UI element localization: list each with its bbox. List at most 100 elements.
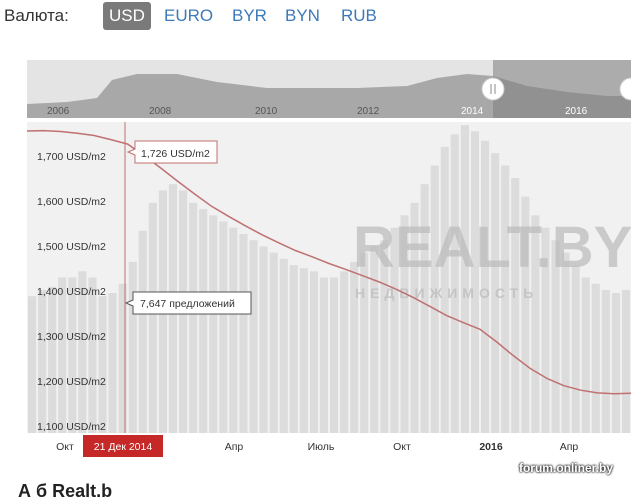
chart-svg: 2006 2008 2010 2012 2014 2016 REALT.BY НЕДВИЖ… bbox=[26, 60, 631, 457]
navigator-right-handle[interactable] bbox=[619, 77, 631, 101]
count-tooltip: 7,647 предложений bbox=[124, 291, 252, 315]
offers-bar bbox=[148, 202, 157, 433]
source-watermark: forum.onliner.by bbox=[518, 461, 613, 475]
count-tooltip-text: 7,647 предложений bbox=[140, 298, 235, 310]
offers-bar bbox=[38, 289, 47, 433]
x-tick-label: 2016 bbox=[479, 441, 503, 453]
offers-bar bbox=[239, 234, 248, 433]
offers-bar bbox=[521, 196, 530, 433]
currency-byn-button[interactable]: BYN bbox=[285, 6, 320, 25]
offers-bar bbox=[601, 289, 610, 433]
offers-bar bbox=[430, 165, 439, 433]
offers-bar bbox=[420, 184, 429, 433]
x-axis: Окт Апр Июль Окт 2016 Апр bbox=[56, 441, 578, 453]
offers-bar bbox=[491, 153, 500, 433]
offers-bar bbox=[299, 268, 308, 433]
offers-bar bbox=[28, 296, 37, 433]
y-tick-label: 1,100 USD/m2 bbox=[37, 421, 106, 433]
offers-bar bbox=[581, 277, 590, 433]
offers-bar bbox=[309, 271, 318, 433]
offers-bar bbox=[108, 293, 117, 433]
navigator-year-label: 2006 bbox=[47, 106, 70, 117]
watermark-brand: REALT.BY bbox=[353, 215, 631, 280]
offers-bar bbox=[118, 283, 127, 433]
offers-bar bbox=[289, 265, 298, 433]
offers-bar bbox=[470, 131, 479, 434]
offers-bar bbox=[621, 289, 630, 433]
offers-bar bbox=[319, 277, 328, 433]
offers-bar bbox=[350, 261, 359, 433]
navigator-year-label: 2010 bbox=[255, 106, 278, 117]
price-tooltip: 1,726 USD/m2 bbox=[126, 140, 218, 164]
article-heading-partial: А б Realt.b bbox=[18, 481, 113, 501]
offers-bar bbox=[68, 277, 77, 433]
offers-bar bbox=[138, 230, 147, 433]
offers-bar bbox=[370, 246, 379, 433]
price-tooltip-text: 1,726 USD/m2 bbox=[141, 148, 210, 160]
offers-bar bbox=[511, 178, 520, 433]
x-tick-label: Окт bbox=[56, 441, 74, 453]
offers-bar bbox=[591, 283, 600, 433]
offers-bar bbox=[460, 125, 469, 433]
offers-bar bbox=[269, 252, 278, 433]
offers-bar bbox=[48, 286, 57, 433]
x-tick-label: Апр bbox=[560, 441, 579, 453]
y-tick-label: 1,500 USD/m2 bbox=[37, 241, 106, 253]
price-chart: 2006 2008 2010 2012 2014 2016 REALT.BY НЕДВИЖ… bbox=[26, 60, 631, 460]
currency-selector: Валюта: USD EURO BYR BYN RUB bbox=[0, 0, 631, 34]
offers-bar bbox=[88, 277, 97, 433]
offers-bar bbox=[340, 271, 349, 433]
y-tick-label: 1,200 USD/m2 bbox=[37, 376, 106, 388]
offers-bar bbox=[541, 227, 550, 433]
offers-bar bbox=[501, 165, 510, 433]
offers-bar bbox=[58, 277, 67, 433]
offers-bar bbox=[571, 265, 580, 433]
offers-bar bbox=[410, 202, 419, 433]
currency-rub-button[interactable]: RUB bbox=[341, 6, 377, 25]
navigator-year-label: 2014 bbox=[461, 106, 484, 117]
price-line bbox=[26, 129, 631, 395]
offers-bar bbox=[199, 209, 208, 433]
offers-bar bbox=[450, 134, 459, 433]
x-tick-label: Окт bbox=[393, 441, 411, 453]
cursor-date-label: 21 Дек 2014 bbox=[83, 435, 163, 457]
navigator-year-label: 2008 bbox=[149, 106, 172, 117]
offers-bar bbox=[209, 215, 218, 433]
offers-bar bbox=[531, 215, 540, 433]
offers-bar bbox=[561, 252, 570, 433]
y-tick-label: 1,700 USD/m2 bbox=[37, 151, 106, 163]
navigator-left-handle[interactable] bbox=[481, 77, 505, 101]
offers-bar bbox=[380, 240, 389, 433]
offers-bar bbox=[78, 271, 87, 433]
timeline-navigator[interactable]: 2006 2008 2010 2012 2014 2016 bbox=[27, 60, 631, 118]
offers-bar bbox=[98, 296, 107, 433]
offers-bar bbox=[279, 258, 288, 433]
plot-background bbox=[27, 122, 631, 433]
offers-bar bbox=[128, 261, 137, 433]
y-tick-label: 1,300 USD/m2 bbox=[37, 331, 106, 343]
offers-bar bbox=[551, 240, 560, 433]
offers-bars bbox=[28, 125, 630, 434]
navigator-year-label: 2016 bbox=[565, 106, 588, 117]
currency-euro-button[interactable]: EURO bbox=[164, 6, 214, 25]
y-tick-label: 1,600 USD/m2 bbox=[37, 196, 106, 208]
offers-bar bbox=[611, 293, 620, 433]
offers-bar bbox=[229, 227, 238, 433]
x-tick-label: Апр bbox=[225, 441, 244, 453]
y-axis: 1,700 USD/m2 1,600 USD/m2 1,500 USD/m2 1,40… bbox=[37, 151, 106, 433]
offers-bar bbox=[400, 215, 409, 433]
navigator-area bbox=[27, 74, 631, 118]
navigator-selected-range[interactable] bbox=[493, 60, 631, 118]
currency-usd-button[interactable]: USD bbox=[103, 2, 151, 30]
x-tick-label: Июль bbox=[308, 441, 335, 453]
navigator-year-label: 2012 bbox=[357, 106, 380, 117]
offers-bar bbox=[330, 277, 339, 433]
currency-byr-button[interactable]: BYR bbox=[232, 6, 267, 25]
offers-bar bbox=[440, 146, 449, 433]
watermark-logo: REALT.BY НЕДВИЖИМОСТЬ bbox=[353, 215, 631, 301]
watermark-subtitle: НЕДВИЖИМОСТЬ bbox=[355, 285, 538, 301]
y-tick-label: 1,400 USD/m2 bbox=[37, 286, 106, 298]
offers-bar bbox=[390, 227, 399, 433]
currency-label: Валюта: bbox=[4, 6, 69, 25]
offers-bar bbox=[249, 240, 258, 433]
